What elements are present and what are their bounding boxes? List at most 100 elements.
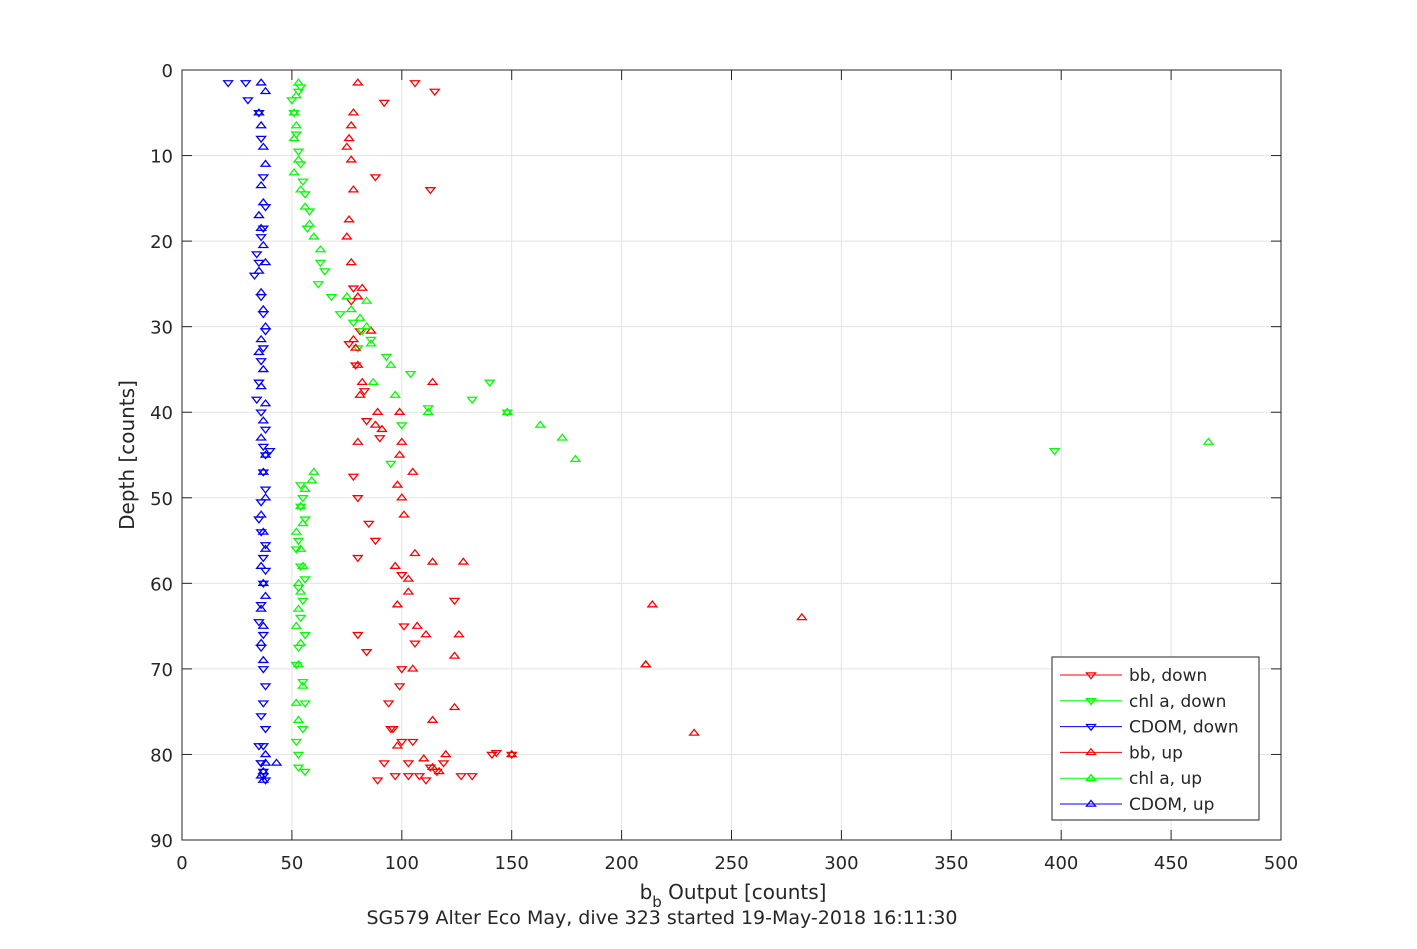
data-point [406, 664, 419, 672]
data-point [347, 285, 360, 293]
data-point [448, 702, 461, 711]
axis-ticks: 0 50 100 150 200 250 300 350 400 450 500 0 10 20 30 40 5… [150, 61, 1298, 874]
x-tick-label: 350 [934, 853, 968, 874]
data-point [292, 78, 305, 86]
data-point [505, 749, 518, 758]
x-axis-label-main: b [640, 880, 653, 904]
data-point [349, 343, 362, 351]
data-point [297, 561, 309, 569]
data-point [395, 572, 408, 580]
data-point [483, 379, 496, 387]
data-point [259, 567, 272, 576]
data-point [259, 321, 272, 330]
data-point [290, 527, 303, 535]
data-point [409, 548, 421, 557]
data-point [259, 159, 272, 167]
data-point [349, 362, 362, 370]
data-point [257, 666, 270, 674]
y-tick-label: 40 [150, 403, 173, 424]
data-point [259, 542, 272, 550]
data-point [222, 80, 234, 88]
data-point [398, 623, 410, 631]
data-point [290, 661, 303, 670]
chart-subtitle: SG579 Alter Eco May, dive 323 started 19… [366, 907, 957, 929]
data-point [250, 251, 263, 259]
y-tick-label: 30 [150, 318, 173, 339]
data-point [259, 544, 272, 552]
data-point [257, 554, 270, 563]
data-point [420, 629, 432, 638]
data-point [314, 244, 327, 253]
series-cdom-down [222, 80, 276, 785]
legend: bb, down chl a, down CDOM, down bb, up chl a… [1051, 656, 1260, 821]
legend-marker [1085, 747, 1097, 756]
legend-label: bb, up [1129, 743, 1183, 763]
data-point [292, 155, 305, 163]
data-point [257, 345, 270, 353]
data-point [402, 773, 415, 781]
data-point [426, 557, 439, 565]
data-point [255, 381, 267, 390]
data-point [556, 433, 569, 441]
data-point [253, 266, 265, 274]
x-tick-label: 100 [385, 853, 419, 874]
data-point [373, 435, 386, 443]
data-point [253, 743, 265, 751]
x-axis-label-rest: Output [counts] [662, 880, 827, 904]
data-point [391, 600, 404, 608]
data-point [255, 409, 267, 417]
data-point [395, 422, 408, 430]
data-point [253, 259, 265, 268]
data-point [255, 771, 267, 779]
series-bb-up [341, 78, 808, 775]
data-point [395, 493, 408, 501]
y-tick-label: 0 [162, 61, 173, 82]
data-point [417, 754, 430, 762]
data-point [466, 773, 478, 781]
data-point [259, 758, 272, 766]
data-point [639, 659, 652, 668]
data-point [389, 390, 402, 398]
data-point [294, 482, 307, 490]
data-point [255, 638, 267, 646]
data-point [378, 760, 391, 768]
data-point [299, 631, 311, 640]
data-point [378, 99, 391, 108]
x-axis-label-subscript: b [652, 893, 662, 911]
data-point [259, 398, 272, 407]
data-point [1202, 437, 1215, 445]
data-point [426, 762, 439, 771]
data-point [288, 133, 300, 142]
data-point [255, 604, 267, 612]
data-point [259, 328, 272, 336]
data-point [455, 773, 467, 781]
y-tick-label: 10 [150, 147, 173, 168]
data-point [490, 749, 503, 758]
data-point [292, 715, 305, 723]
data-point [255, 644, 267, 653]
data-point [257, 443, 270, 452]
data-point [253, 347, 265, 356]
y-axis-label: Depth [counts] [115, 380, 139, 530]
y-tick-label: 60 [150, 574, 173, 595]
data-point [356, 283, 369, 291]
data-point [259, 591, 272, 599]
data-point [259, 726, 272, 734]
data-point [259, 86, 272, 95]
series-chl-a-down [286, 84, 1061, 777]
data-point [255, 561, 267, 569]
data-point [288, 167, 300, 176]
data-point [352, 631, 364, 640]
legend-marker [1085, 698, 1097, 706]
data-point [345, 120, 358, 129]
data-point [297, 726, 309, 734]
data-point [688, 728, 700, 736]
data-point [257, 174, 270, 182]
data-point [257, 240, 270, 249]
data-point [448, 651, 461, 659]
data-point [352, 78, 364, 86]
data-point [290, 621, 303, 629]
legend-label: chl a, down [1129, 692, 1226, 712]
